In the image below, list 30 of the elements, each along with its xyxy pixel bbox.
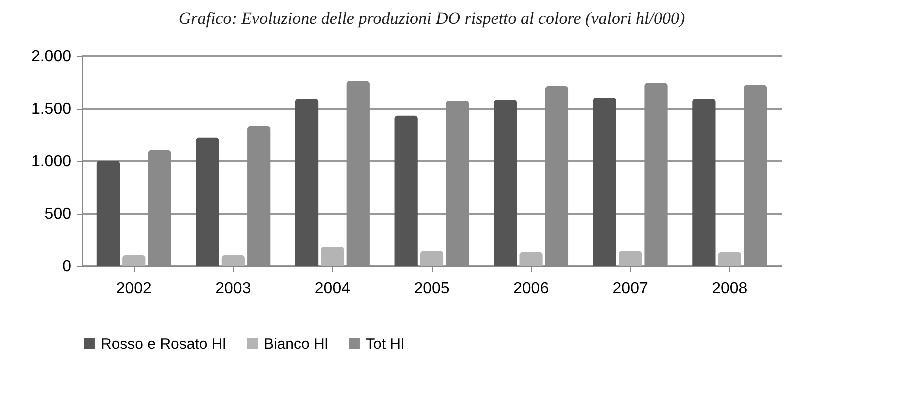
y-tick-label: 0 bbox=[62, 258, 72, 276]
x-tick-label: 2004 bbox=[314, 280, 351, 298]
bar bbox=[122, 256, 146, 266]
y-tick-label: 1.000 bbox=[31, 154, 72, 170]
bar bbox=[494, 100, 518, 266]
bar bbox=[593, 98, 616, 266]
bar bbox=[96, 161, 120, 266]
bar bbox=[692, 99, 716, 266]
x-tick-label: 2007 bbox=[612, 280, 648, 298]
bar bbox=[394, 116, 418, 266]
x-tick-label: 2003 bbox=[216, 280, 252, 298]
bar bbox=[718, 252, 742, 266]
y-tick-label: 500 bbox=[44, 206, 72, 223]
legend-label: Bianco Hl bbox=[264, 336, 328, 353]
bar bbox=[619, 251, 642, 266]
bar bbox=[520, 252, 543, 266]
legend-label: Tot Hl bbox=[366, 336, 404, 353]
x-tick-label: 2008 bbox=[712, 280, 748, 298]
bar bbox=[321, 247, 344, 266]
y-tick-label: 1.500 bbox=[31, 101, 72, 118]
bar bbox=[420, 251, 444, 266]
x-tick-label: 2002 bbox=[116, 280, 152, 298]
y-tick-label: 2.000 bbox=[31, 48, 72, 66]
x-tick-label: 2006 bbox=[513, 280, 550, 298]
bar bbox=[196, 138, 220, 266]
chart-title: Grafico: Evoluzione delle produzioni DO rispetto al colore (valori hl/000) bbox=[178, 9, 686, 28]
bar bbox=[295, 99, 319, 266]
bar bbox=[222, 256, 245, 266]
legend-label: Rosso e Rosato Hl bbox=[101, 336, 226, 353]
x-tick-label: 2005 bbox=[414, 280, 450, 298]
